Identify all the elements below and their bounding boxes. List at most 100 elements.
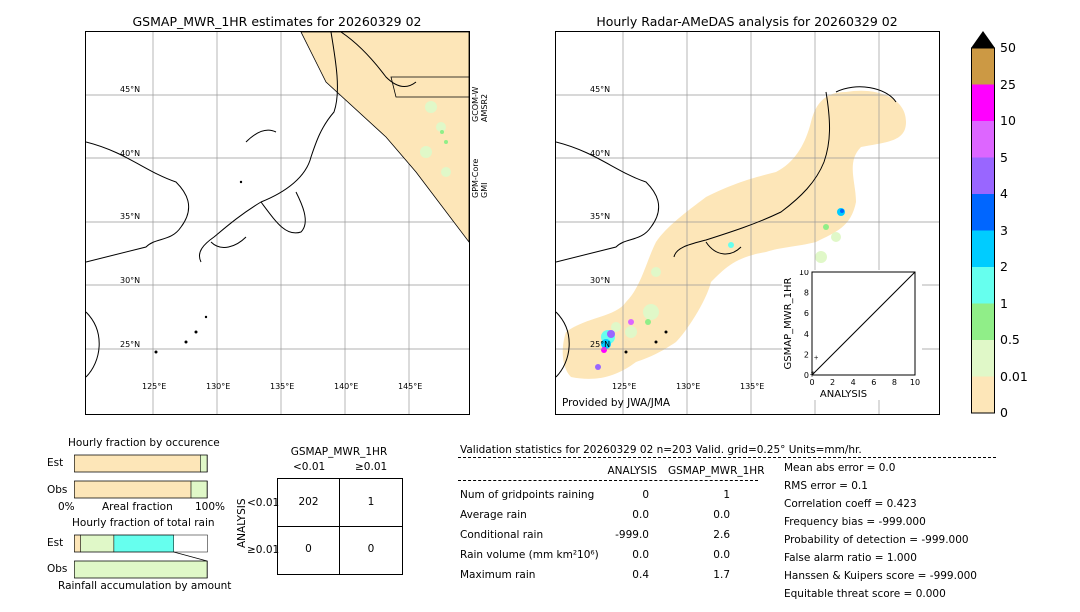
validation-score: Probability of detection = -999.000 [784, 534, 969, 546]
validation-cell-label: Rain volume (mm km²10⁶) [460, 549, 599, 561]
bar-segment [74, 454, 201, 473]
validation-divider [458, 457, 996, 458]
colorbar-band-0 [971, 376, 995, 413]
validation-cell-a: 0.4 [632, 569, 649, 581]
left-coastlines [86, 32, 417, 378]
left-map-svg [86, 32, 469, 414]
scatter-point: + [809, 372, 814, 379]
colorbar-band-4 [971, 230, 995, 267]
total-rain-obs-label: Obs [47, 563, 68, 575]
right-lat-30: 30°N [590, 276, 611, 285]
contingency-cell-00: 202 [298, 496, 319, 508]
left-lat-30: 30°N [120, 276, 141, 285]
bar-outline [74, 480, 208, 499]
left-lon-130: 130°E [206, 382, 231, 391]
total-rain-chart: Hourly fraction of total rain Est Obs Ra… [20, 516, 231, 596]
scatter-point: + [814, 354, 819, 361]
validation-subdivider [458, 480, 758, 481]
validation-cell-b: 2.6 [713, 529, 730, 541]
left-map-title: GSMAP_MWR_1HR estimates for 20260329 02 [132, 14, 422, 29]
left-lon-145: 145°E [398, 382, 423, 391]
scatter-ytick: 0 [804, 371, 809, 380]
contingency-cell-11: 0 [367, 543, 375, 555]
validation-cell-b: 1 [723, 489, 730, 501]
colorbar-label: 3 [1000, 222, 1008, 238]
left-islands [154, 180, 243, 354]
scatter-ytick: 10 [799, 270, 809, 277]
scatter-ylabel: GSMAP_MWR_1HR [783, 278, 794, 370]
right-lat-25: 25°N [590, 340, 611, 349]
validation-cell-a: -999.0 [615, 529, 649, 541]
bar-segment [113, 534, 174, 553]
scatter-xlabel: ANALYSIS [820, 389, 867, 400]
total-rain-title: Hourly fraction of total rain [72, 517, 215, 529]
left-swath-amsr2 [300, 32, 469, 243]
right-lat-45: 45°N [590, 85, 611, 94]
left-lon-140: 140°E [334, 382, 359, 391]
validation-cell-a: 0 [642, 489, 649, 501]
scatter-ytick: 4 [804, 330, 809, 339]
colorbar-frame [971, 47, 995, 414]
validation-cell-label: Conditional rain [460, 529, 544, 541]
scatter-ytick: 2 [804, 350, 809, 359]
scatter-xtick: 10 [910, 378, 920, 387]
occurrence-obs-label: Obs [47, 484, 68, 496]
validation-cell-a: 0.0 [632, 549, 649, 561]
colorbar-svg [971, 31, 995, 414]
validation-cell-a: 0.0 [632, 509, 649, 521]
scatter-xtick: 6 [871, 378, 876, 387]
validation-score: Frequency bias = -999.000 [784, 516, 926, 528]
scatter-ytick: 8 [804, 289, 809, 298]
validation-cell-b: 0.0 [713, 509, 730, 521]
colorbar-band-2 [971, 303, 995, 340]
colorbar-band-9 [971, 48, 995, 85]
validation-score: Correlation coeff = 0.423 [784, 498, 917, 510]
contingency-title: GSMAP_MWR_1HR [290, 446, 388, 458]
colorbar-label: 0.01 [1000, 368, 1028, 384]
validation-header: Validation statistics for 20260329 02 n=… [460, 444, 862, 456]
right-light-rain [611, 232, 841, 338]
left-lon-125: 125°E [142, 382, 167, 391]
colorbar-band-7 [971, 121, 995, 158]
left-lat-45: 45°N [120, 85, 141, 94]
right-map-title: Hourly Radar-AMeDAS analysis for 2026032… [596, 14, 898, 29]
scatter-xtick: 2 [830, 378, 835, 387]
scatter-ytick: 6 [804, 309, 809, 318]
colorbar-label: 5 [1000, 149, 1008, 165]
occurrence-tick-100: 100% [195, 501, 226, 513]
scatter-point: + [811, 370, 816, 377]
bar-segment [190, 480, 208, 499]
bar-connector [173, 551, 208, 562]
colorbar-label: 1 [1000, 295, 1008, 311]
validation-cell-b: 1.7 [713, 569, 730, 581]
occurrence-tick-0: 0% [58, 501, 75, 513]
contingency-row-1: ≥0.01 [247, 544, 280, 556]
colorbar-extend-triangle [971, 31, 995, 48]
bar-segment [74, 560, 208, 579]
contingency-col-0: <0.01 [293, 461, 326, 473]
right-lon-135: 135°E [740, 382, 765, 391]
colorbar-band-6 [971, 157, 995, 194]
swath-label-gmi-text: GPM-Core GMI [471, 158, 489, 198]
bar-segment [200, 454, 208, 473]
right-coastlines [556, 86, 897, 378]
colorbar-label: 10 [1000, 113, 1016, 128]
right-islands [624, 330, 668, 354]
left-light-rain [420, 101, 451, 177]
validation-score: Mean abs error = 0.0 [784, 462, 896, 474]
colorbar-label: 0 [1000, 405, 1008, 420]
scatter-xtick: 4 [851, 378, 856, 387]
colorbar-band-1 [971, 340, 995, 377]
left-lon-135: 135°E [270, 382, 295, 391]
validation-score: Hanssen & Kuipers score = -999.000 [784, 570, 977, 582]
colorbar-label: 2 [1000, 259, 1008, 274]
scatter-xtick: 8 [892, 378, 897, 387]
colorbar-label: 50 [1000, 40, 1016, 55]
validation-score: Equitable threat score = 0.000 [784, 588, 946, 600]
right-map-svg [556, 32, 939, 414]
contingency-cell-01: 1 [367, 496, 375, 508]
colorbar-label: 25 [1000, 76, 1016, 92]
colorbar-band-3 [971, 267, 995, 304]
scatter-diagonal [811, 271, 916, 376]
occurrence-title: Hourly fraction by occurence [68, 437, 220, 449]
